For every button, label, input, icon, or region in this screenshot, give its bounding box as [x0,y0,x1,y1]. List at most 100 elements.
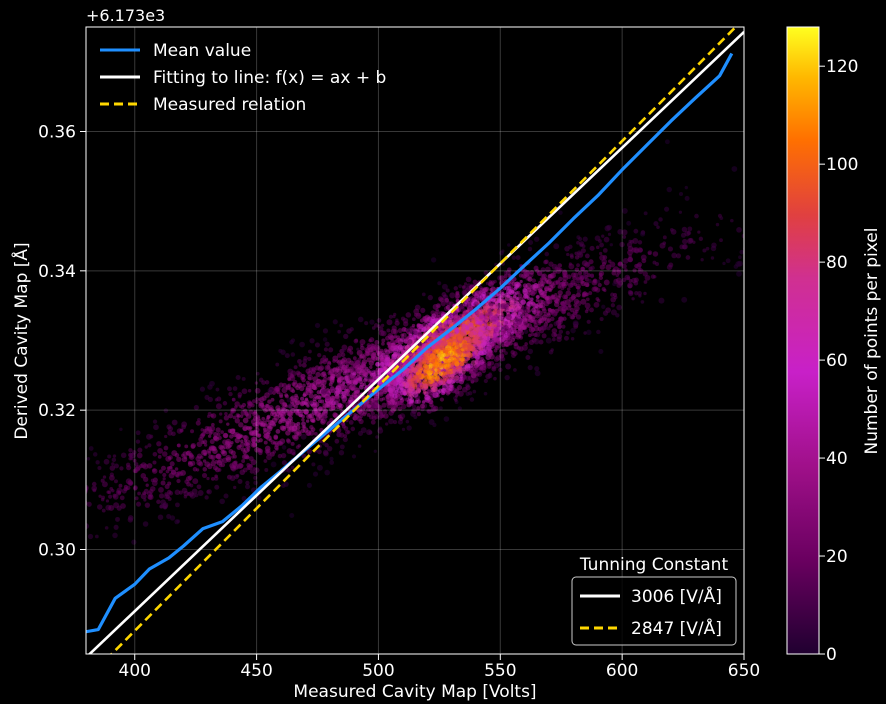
density-point [196,453,203,459]
density-point [453,314,460,321]
density-point [135,430,141,436]
density-point [618,280,624,286]
density-point [200,428,204,432]
density-point [329,460,335,465]
density-point [538,317,545,324]
density-point [497,293,503,299]
density-point [390,345,396,352]
density-point [195,420,201,426]
density-point [432,374,438,380]
density-point [234,432,240,438]
density-point [174,452,180,458]
density-point [543,300,550,307]
density-point [405,419,410,424]
density-point [612,282,617,287]
density-point [369,319,375,325]
density-point [169,461,175,467]
density-point [479,325,484,330]
density-point [439,356,445,362]
density-point [160,480,166,486]
density-point [546,318,552,323]
density-point [510,350,515,355]
density-point [301,417,305,422]
density-point [302,393,307,397]
density-point [561,304,566,309]
density-point [307,376,312,381]
density-point [316,449,322,455]
density-point [589,307,594,313]
density-point [9,490,14,495]
density-point [431,406,437,413]
density-point [113,479,118,484]
axis-offset-label: +6.173e3 [86,6,165,25]
density-point [281,483,286,488]
density-point [92,488,97,493]
density-point [602,248,608,253]
density-point [247,426,252,431]
density-point [497,362,502,367]
density-point [303,409,310,415]
density-point [871,170,876,175]
density-point [214,484,220,490]
density-point [237,392,243,397]
density-point [586,319,591,324]
density-point [50,510,55,515]
density-point [411,407,418,414]
density-point [506,285,512,291]
density-point [112,454,117,458]
density-point [521,314,525,318]
density-point [543,285,550,291]
density-point [385,422,389,426]
density-point [337,329,341,334]
density-point [540,267,546,273]
density-point [243,439,248,443]
density-point [436,362,443,368]
density-point [210,476,215,481]
density-point [212,448,218,454]
density-point [287,410,294,417]
density-point [363,410,368,415]
density-point [329,456,334,461]
density-point [488,339,493,344]
density-point [11,580,16,585]
density-point [133,486,138,491]
density-point [292,403,296,408]
density-point [369,397,374,402]
density-point [733,264,739,269]
density-point [174,519,180,525]
density-point [258,402,265,409]
density-point [111,457,117,463]
density-point [479,333,485,339]
density-point [284,393,289,398]
density-point [18,493,23,498]
density-point [545,337,552,344]
density-point [443,372,448,376]
density-point [393,312,397,317]
density-point [507,243,511,247]
density-point [568,244,573,250]
density-point [643,291,647,296]
density-point [136,501,142,507]
density-point [343,333,349,340]
density-point [571,295,575,300]
density-point [422,355,429,362]
density-point [426,409,432,414]
density-point [569,314,575,320]
density-point [482,287,488,293]
density-point [346,430,351,434]
density-point [270,409,276,415]
density-point [523,329,529,335]
density-point [434,345,440,350]
density-point [38,480,42,484]
density-point [644,274,651,281]
density-point [322,414,328,419]
density-point [320,399,324,404]
density-point [337,377,342,382]
colorbar-tick-label: 20 [826,547,848,567]
density-point [241,388,248,395]
density-point [342,399,346,404]
density-point [321,371,327,377]
density-point [523,293,528,299]
density-point [175,502,180,508]
density-point [553,321,559,327]
